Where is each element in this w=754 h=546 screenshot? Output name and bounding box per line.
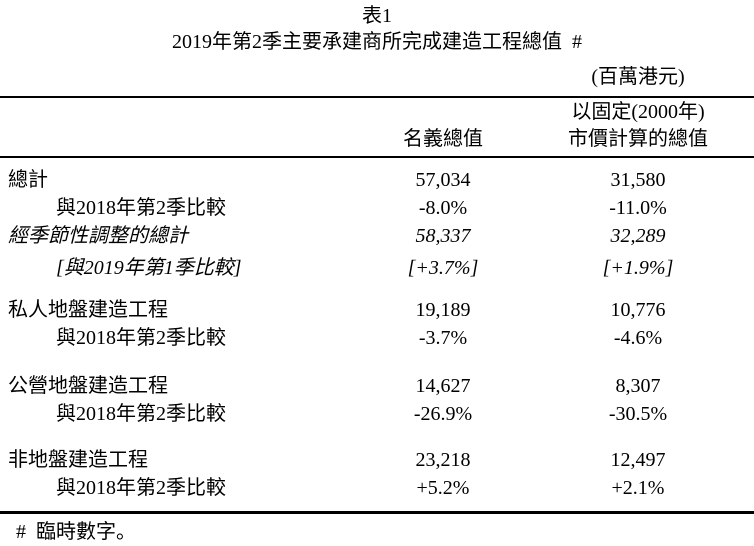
row-label: [與2019年第1季比較] bbox=[56, 257, 242, 279]
table-number-title: 表1 bbox=[362, 5, 392, 27]
column-header-row: 名義總值 以固定(2000年) 市價計算的總值 bbox=[8, 99, 748, 153]
col-header-constant: 以固定(2000年) 市價計算的總值 bbox=[528, 99, 748, 153]
table-row-non-site-yoy: 與2018年第2季比較 +5.2% +2.1% bbox=[8, 474, 748, 502]
constant-value: 10,776 bbox=[610, 299, 666, 321]
table-row-private-sites: 私人地盤建造工程 19,189 10,776 bbox=[8, 296, 748, 324]
table-subtitle: 2019年第2季主要承建商所完成建造工程總值 # bbox=[172, 31, 582, 53]
table-row-total-yoy: 與2018年第2季比較 -8.0% -11.0% bbox=[8, 194, 748, 222]
constant-value: -4.6% bbox=[613, 327, 663, 349]
constant-value: +2.1% bbox=[611, 477, 665, 499]
row-label: 與2018年第2季比較 bbox=[56, 403, 226, 425]
col-header-constant-line1: 以固定(2000年) bbox=[571, 101, 705, 123]
bottom-rule bbox=[0, 511, 754, 514]
constant-value: 8,307 bbox=[615, 375, 661, 397]
nominal-value: 23,218 bbox=[415, 449, 471, 471]
nominal-value: 19,189 bbox=[415, 299, 471, 321]
col-header-nominal: 名義總值 bbox=[403, 128, 483, 150]
nominal-value: -26.9% bbox=[413, 403, 473, 425]
constant-value: 31,580 bbox=[610, 169, 666, 191]
constant-value: [+1.9%] bbox=[602, 257, 674, 279]
table-body: 總計 57,034 31,580 與2018年第2季比較 -8.0% -11.0… bbox=[8, 166, 748, 502]
unit-note: (百萬港元) bbox=[591, 66, 685, 88]
nominal-value: +5.2% bbox=[416, 477, 470, 499]
row-label: 總計 bbox=[8, 169, 48, 191]
unit-note-row: (百萬港元) bbox=[8, 64, 748, 90]
row-label: 與2018年第2季比較 bbox=[56, 197, 226, 219]
col-header-constant-line2: 市價計算的總值 bbox=[568, 128, 708, 150]
top-rule bbox=[0, 96, 754, 98]
constant-value: 32,289 bbox=[610, 225, 666, 247]
nominal-value: [+3.7%] bbox=[407, 257, 479, 279]
header-rule bbox=[0, 156, 754, 158]
row-label: 非地盤建造工程 bbox=[8, 449, 148, 471]
table-row-private-sites-yoy: 與2018年第2季比較 -3.7% -4.6% bbox=[8, 324, 748, 352]
constant-value: -30.5% bbox=[608, 403, 668, 425]
nominal-value: 14,627 bbox=[415, 375, 471, 397]
table-row-total: 總計 57,034 31,580 bbox=[8, 166, 748, 194]
table-row-public-sites-yoy: 與2018年第2季比較 -26.9% -30.5% bbox=[8, 400, 748, 428]
footnote-provisional-figures: # 臨時數字。 bbox=[16, 521, 136, 543]
table-row-non-site: 非地盤建造工程 23,218 12,497 bbox=[8, 446, 748, 474]
row-label: 公營地盤建造工程 bbox=[8, 375, 168, 397]
constant-value: -11.0% bbox=[609, 197, 667, 219]
table-row-seasonally-adjusted-qoq: [與2019年第1季比較] [+3.7%] [+1.9%] bbox=[8, 254, 748, 282]
row-label: 私人地盤建造工程 bbox=[8, 299, 168, 321]
constant-value: 12,497 bbox=[610, 449, 666, 471]
row-label: 與2018年第2季比較 bbox=[56, 327, 226, 349]
table-row-seasonally-adjusted: 經季節性調整的總計 58,337 32,289 bbox=[8, 222, 748, 250]
nominal-value: 57,034 bbox=[415, 169, 471, 191]
nominal-value: -8.0% bbox=[418, 197, 468, 219]
nominal-value: -3.7% bbox=[418, 327, 468, 349]
table-row-public-sites: 公營地盤建造工程 14,627 8,307 bbox=[8, 372, 748, 400]
row-label: 與2018年第2季比較 bbox=[56, 477, 226, 499]
nominal-value: 58,337 bbox=[415, 225, 471, 247]
row-label: 經季節性調整的總計 bbox=[8, 225, 188, 247]
